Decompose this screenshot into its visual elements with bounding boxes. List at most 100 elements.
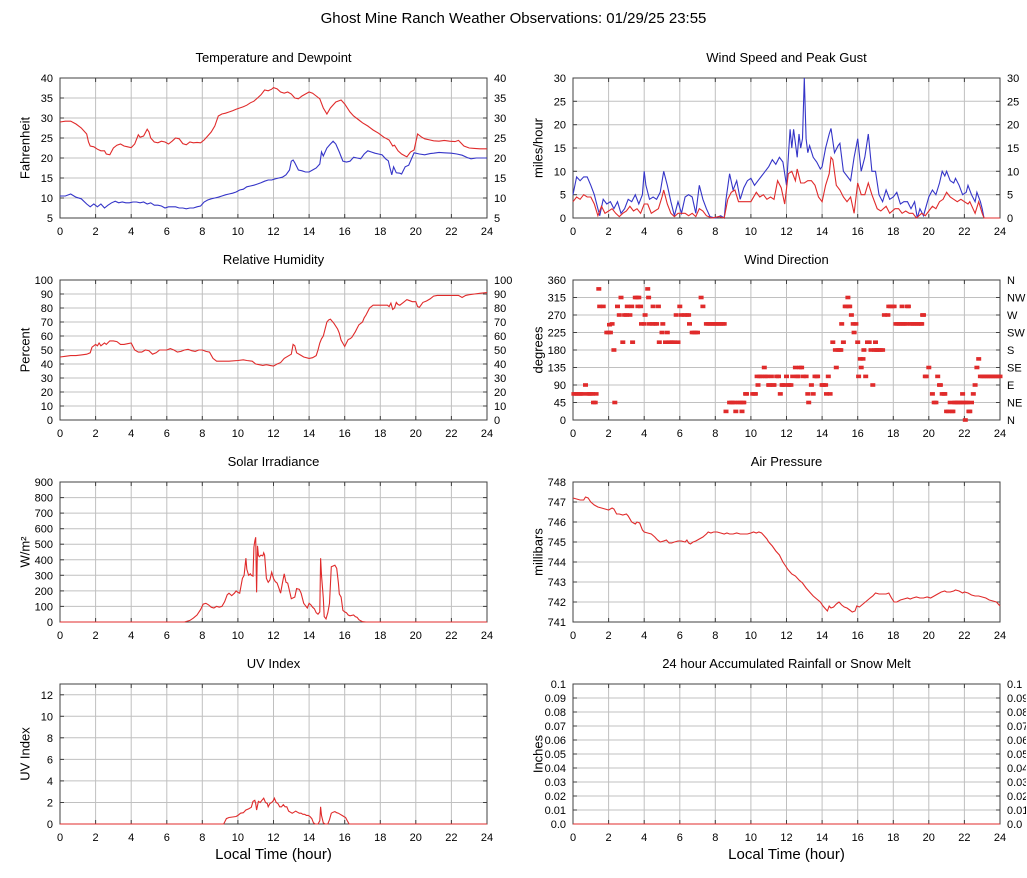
svg-text:300: 300 — [35, 570, 53, 582]
svg-text:748: 748 — [548, 477, 566, 489]
svg-text:4: 4 — [128, 832, 134, 844]
svg-text:10: 10 — [41, 711, 53, 723]
svg-text:45: 45 — [554, 398, 566, 410]
svg-text:400: 400 — [35, 555, 53, 567]
svg-text:80: 80 — [494, 303, 506, 315]
svg-text:E: E — [1007, 380, 1014, 392]
charts-grid: Temperature and Dewpoint Fahrenheit 5 10 1… — [0, 30, 1027, 868]
svg-text:6: 6 — [164, 630, 170, 642]
svg-text:2: 2 — [93, 832, 99, 844]
svg-text:6: 6 — [677, 226, 683, 238]
svg-text:0.1: 0.1 — [1007, 679, 1022, 691]
svg-text:20: 20 — [41, 387, 53, 399]
svg-text:24: 24 — [994, 428, 1006, 440]
svg-text:12: 12 — [267, 428, 279, 440]
svg-text:746: 746 — [548, 517, 566, 529]
svg-text:22: 22 — [958, 832, 970, 844]
svg-text:14: 14 — [816, 832, 828, 844]
svg-text:35: 35 — [41, 93, 53, 105]
svg-text:315: 315 — [548, 293, 566, 305]
svg-text:16: 16 — [852, 226, 864, 238]
chart-wind-speed-gust: Wind Speed and Peak Gust miles/hour 0 5 10… — [513, 30, 1027, 238]
svg-text:S: S — [1007, 345, 1014, 357]
svg-text:24: 24 — [481, 832, 493, 844]
svg-text:18: 18 — [374, 630, 386, 642]
svg-text:20: 20 — [923, 832, 935, 844]
svg-text:SW: SW — [1007, 328, 1025, 340]
svg-text:800: 800 — [35, 493, 53, 505]
chart-title: Relative Humidity — [222, 252, 325, 267]
svg-text:2: 2 — [93, 630, 99, 642]
svg-text:16: 16 — [339, 428, 351, 440]
svg-text:4: 4 — [128, 428, 134, 440]
svg-text:745: 745 — [548, 537, 566, 549]
svg-text:30: 30 — [554, 73, 566, 85]
svg-text:12: 12 — [780, 428, 792, 440]
svg-text:0.08: 0.08 — [545, 707, 566, 719]
svg-text:25: 25 — [494, 133, 506, 145]
svg-text:15: 15 — [41, 173, 53, 185]
svg-text:40: 40 — [494, 359, 506, 371]
chart-air-pressure: Air Pressure millibars 741 742 743 744 745 74… — [513, 434, 1027, 642]
svg-text:0: 0 — [560, 213, 566, 225]
svg-text:0.03: 0.03 — [545, 777, 566, 789]
svg-text:16: 16 — [852, 428, 864, 440]
svg-text:10: 10 — [232, 832, 244, 844]
svg-text:25: 25 — [41, 133, 53, 145]
svg-text:0: 0 — [1007, 213, 1013, 225]
svg-text:0: 0 — [57, 832, 63, 844]
svg-text:20: 20 — [923, 226, 935, 238]
svg-text:60: 60 — [41, 331, 53, 343]
svg-text:W: W — [1007, 310, 1018, 322]
svg-text:742: 742 — [548, 597, 566, 609]
svg-text:6: 6 — [47, 754, 53, 766]
svg-text:270: 270 — [548, 310, 566, 322]
svg-text:60: 60 — [494, 331, 506, 343]
svg-text:22: 22 — [445, 832, 457, 844]
svg-text:2: 2 — [606, 428, 612, 440]
svg-text:12: 12 — [267, 630, 279, 642]
svg-text:70: 70 — [41, 317, 53, 329]
svg-text:4: 4 — [641, 428, 647, 440]
svg-text:10: 10 — [745, 630, 757, 642]
svg-text:0.06: 0.06 — [1007, 735, 1026, 747]
chart-temperature-dewpoint: Temperature and Dewpoint Fahrenheit 5 10 1… — [0, 30, 513, 238]
svg-text:40: 40 — [494, 73, 506, 85]
svg-text:24: 24 — [481, 428, 493, 440]
y-axis-label: Inches — [530, 734, 546, 774]
svg-text:10: 10 — [232, 226, 244, 238]
svg-text:2: 2 — [93, 428, 99, 440]
svg-text:10: 10 — [41, 193, 53, 205]
svg-text:0.03: 0.03 — [1007, 777, 1026, 789]
svg-text:8: 8 — [712, 832, 718, 844]
svg-text:20: 20 — [554, 120, 566, 132]
svg-text:10: 10 — [554, 166, 566, 178]
svg-text:0.02: 0.02 — [545, 791, 566, 803]
svg-text:20: 20 — [1007, 120, 1019, 132]
y-axis-label: UV Index — [17, 727, 33, 781]
svg-text:24: 24 — [994, 832, 1006, 844]
chart-title: Wind Speed and Peak Gust — [706, 50, 867, 65]
svg-text:0.08: 0.08 — [1007, 707, 1026, 719]
svg-text:22: 22 — [445, 428, 457, 440]
svg-text:18: 18 — [374, 226, 386, 238]
svg-text:100: 100 — [35, 275, 53, 287]
svg-text:0.0: 0.0 — [1007, 819, 1022, 831]
svg-text:0.07: 0.07 — [545, 721, 566, 733]
svg-text:18: 18 — [887, 226, 899, 238]
svg-text:4: 4 — [128, 226, 134, 238]
chart-uv-index: UV Index UV Index 0 2 4 6 8 10 12 0 2 4 6 8 10 12 14 16… — [0, 636, 513, 868]
svg-text:30: 30 — [494, 373, 506, 385]
svg-text:0: 0 — [47, 617, 53, 629]
page-title: Ghost Mine Ranch Weather Observations: 0… — [320, 10, 707, 27]
svg-text:20: 20 — [923, 428, 935, 440]
svg-text:20: 20 — [410, 226, 422, 238]
svg-text:4: 4 — [641, 832, 647, 844]
svg-text:12: 12 — [780, 630, 792, 642]
svg-text:6: 6 — [164, 226, 170, 238]
svg-text:10: 10 — [494, 401, 506, 413]
svg-text:225: 225 — [548, 328, 566, 340]
svg-text:24: 24 — [481, 226, 493, 238]
